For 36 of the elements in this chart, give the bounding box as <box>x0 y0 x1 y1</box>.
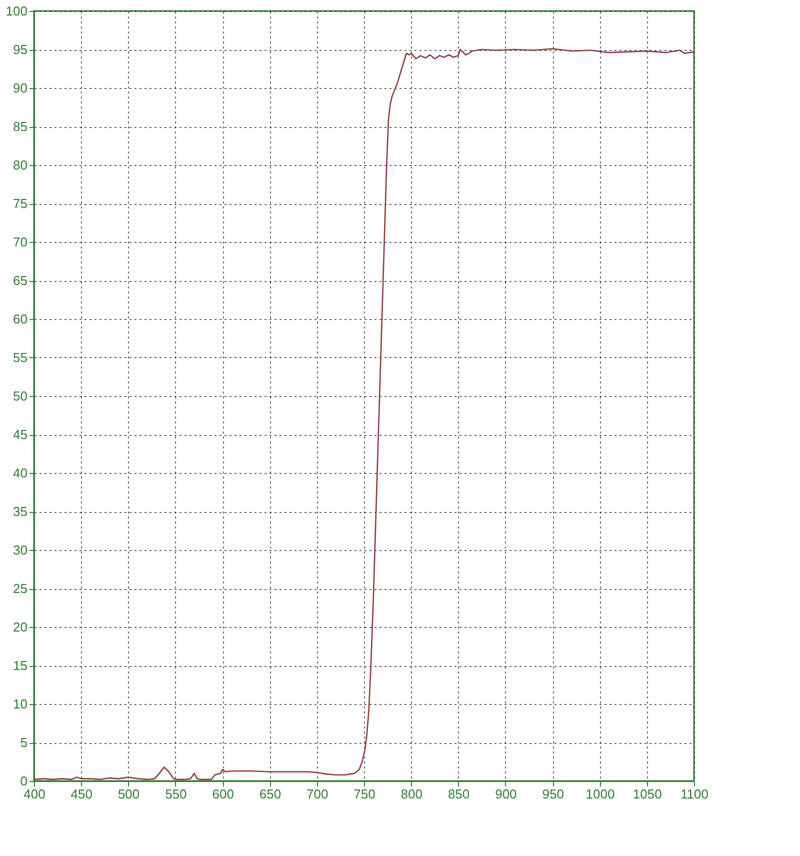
y-tick-label: 65 <box>13 273 28 288</box>
y-tick-label: 50 <box>13 388 28 404</box>
y-tick-label: 85 <box>13 119 28 134</box>
x-tick-label: 500 <box>118 786 140 802</box>
y-tick-label: 25 <box>13 581 28 596</box>
x-tick-label: 600 <box>212 786 234 802</box>
x-tick-label: 850 <box>448 786 470 802</box>
y-tick-label: 90 <box>13 80 28 96</box>
x-tick-label: 700 <box>306 786 328 802</box>
x-tick-label: 400 <box>24 786 46 802</box>
y-tick-label: 0 <box>20 774 28 788</box>
y-tick-label: 40 <box>13 466 28 480</box>
y-tick-label: 80 <box>13 158 28 172</box>
y-tick-label: 95 <box>13 42 28 57</box>
x-tick-label: 1100 <box>680 786 708 802</box>
x-tick-label: 950 <box>542 786 564 802</box>
x-tick-label: 1050 <box>632 786 662 802</box>
x-tick-label: 1000 <box>586 786 615 802</box>
x-tick-label: 800 <box>400 786 422 802</box>
y-tick-label: 75 <box>13 196 28 211</box>
y-tick-label: 5 <box>20 735 28 750</box>
x-tick-label: 650 <box>259 786 282 802</box>
y-tick-label: 100 <box>6 4 28 18</box>
x-tick-label: 750 <box>354 786 376 802</box>
x-tick-label: 900 <box>495 786 517 802</box>
x-tick-label: 450 <box>70 786 92 802</box>
y-tick-label: 10 <box>13 696 28 712</box>
y-tick-label: 35 <box>13 504 28 519</box>
y-tick-label: 45 <box>13 427 28 442</box>
y-tick-label: 55 <box>13 350 28 365</box>
x-tick-label: 550 <box>165 786 187 802</box>
y-tick-label: 15 <box>13 658 28 673</box>
y-tick-label: 20 <box>13 620 28 634</box>
y-tick-label: 70 <box>13 234 28 250</box>
y-tick-label: 30 <box>13 542 28 558</box>
y-tick-label: 60 <box>13 312 28 326</box>
